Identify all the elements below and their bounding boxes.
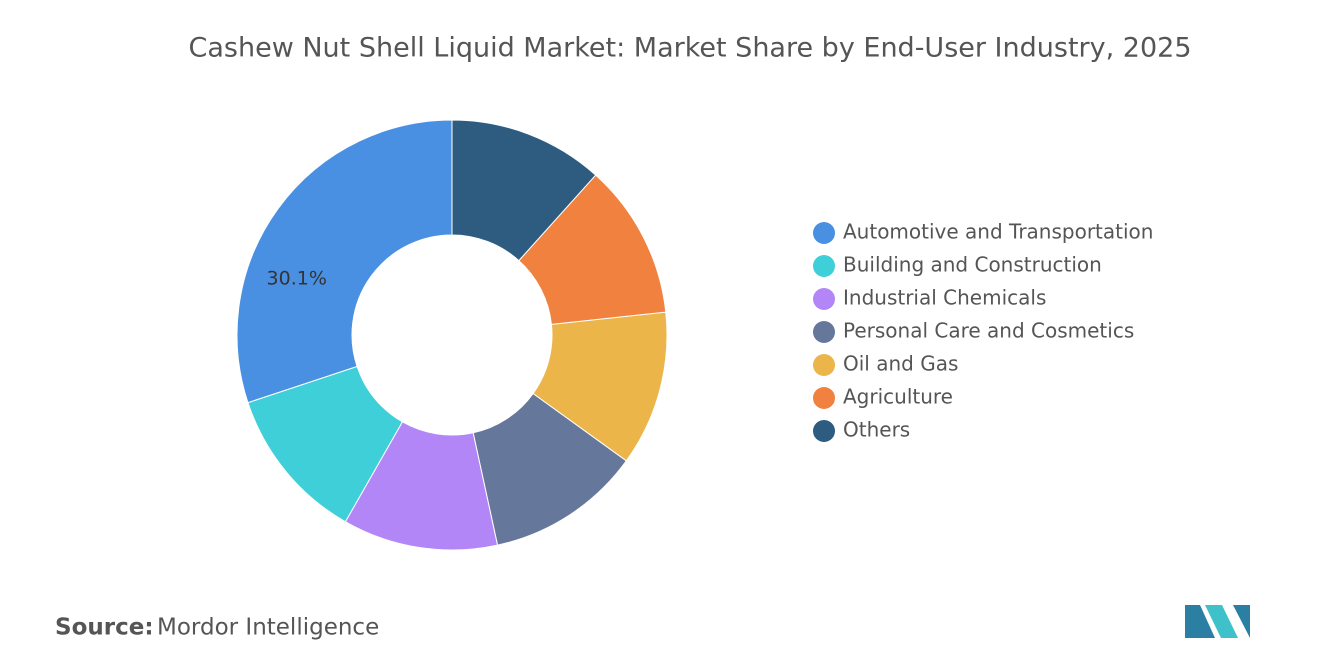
legend-swatch bbox=[813, 255, 835, 277]
legend-swatch bbox=[813, 288, 835, 310]
legend-label: Agriculture bbox=[843, 385, 953, 409]
legend-swatch bbox=[813, 354, 835, 376]
legend-label: Oil and Gas bbox=[843, 352, 958, 376]
legend-swatch bbox=[813, 321, 835, 343]
chart-title: Cashew Nut Shell Liquid Market: Market S… bbox=[189, 33, 1192, 64]
donut-slice bbox=[236, 119, 453, 404]
data-label: 30.1% bbox=[267, 268, 327, 290]
legend-swatch bbox=[813, 222, 835, 244]
legend-label: Personal Care and Cosmetics bbox=[843, 319, 1134, 343]
legend-label: Others bbox=[843, 418, 910, 442]
legend-swatch bbox=[813, 420, 835, 442]
donut-slice bbox=[451, 119, 597, 262]
source-label: Source: bbox=[55, 615, 154, 641]
logo bbox=[1185, 605, 1250, 638]
legend-label: Industrial Chemicals bbox=[843, 286, 1046, 310]
legend-swatch bbox=[813, 387, 835, 409]
source: Mordor Intelligence bbox=[157, 615, 379, 641]
legend-label: Building and Construction bbox=[843, 253, 1102, 277]
legend-label: Automotive and Transportation bbox=[843, 220, 1153, 244]
